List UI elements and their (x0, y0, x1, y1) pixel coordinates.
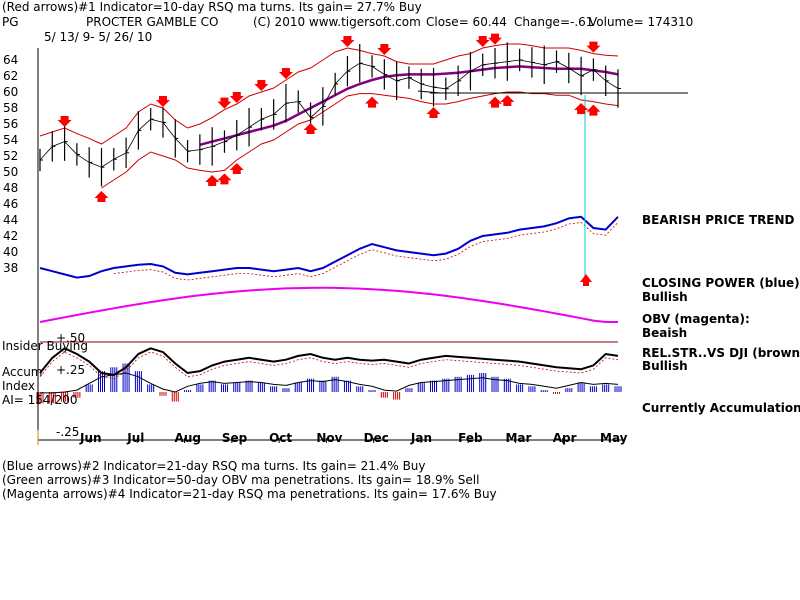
volume-value: Volume= 174310 (589, 15, 694, 29)
y-tick-label: 54 (3, 133, 19, 147)
x-month-label: Sep (221, 431, 248, 445)
red-down-arrow (488, 33, 503, 45)
red-down-arrow (340, 36, 355, 47)
y-tick-label: 46 (3, 197, 19, 211)
red-up-arrow (94, 191, 109, 202)
change-value: Change=-.61 (514, 15, 594, 29)
y-tick-label: 40 (3, 245, 19, 259)
red-up-arrow (365, 96, 380, 108)
x-month-label: Apr (552, 431, 577, 445)
company-name: PROCTER GAMBLE CO (86, 15, 219, 29)
obv-line (39, 286, 618, 323)
closing-power-title: CLOSING POWER (blue): (642, 276, 800, 290)
y-tick-label: 60 (3, 85, 19, 99)
x-month-label: Jul (127, 431, 145, 445)
indicator-1-description: (Red arrows)#1 Indicator=10-day RSQ ma t… (2, 0, 422, 14)
red-up-arrow (426, 107, 441, 118)
y-tick-label: 50 (3, 165, 19, 179)
red-down-arrow (586, 41, 601, 53)
y-tick-label: 58 (3, 101, 19, 115)
y-tick-label: 48 (3, 181, 19, 195)
closing-power-line (39, 215, 619, 279)
closing-power-up-arrow (580, 274, 592, 286)
red-down-arrow (278, 68, 293, 79)
y-tick-label: 64 (3, 53, 19, 67)
red-up-arrow (488, 96, 503, 108)
rel-strength-value: Bullish (642, 359, 688, 373)
red-up-arrow (303, 123, 318, 134)
ai-value: AI= 154/200 (2, 393, 78, 407)
minus-25-label: -.25 (56, 425, 80, 439)
red-down-arrow (229, 92, 244, 103)
indicator-2-description: (Blue arrows)#2 Indicator=21-day RSQ ma … (2, 459, 426, 473)
price-line (39, 59, 619, 168)
red-up-arrow (586, 104, 601, 116)
insider-buying-label: Insider Buying (2, 339, 88, 353)
x-month-label: May (600, 431, 628, 445)
accumulation-status: Currently Accumulation (642, 401, 800, 415)
x-month-label: Feb (458, 431, 483, 445)
red-up-arrow (500, 95, 515, 106)
red-down-arrow (217, 97, 232, 109)
red-down-arrow (377, 44, 392, 55)
close-value: Close= 60.44 (426, 15, 507, 29)
closing-power-value: Bullish (642, 290, 688, 304)
rel-strength-line (39, 347, 619, 376)
red-up-arrow (205, 175, 220, 186)
y-tick-label: 42 (3, 229, 19, 243)
copyright: (C) 2010 www.tigersoft.com (253, 15, 421, 29)
x-month-label: Jun (80, 431, 102, 445)
rel-strength-ma (39, 351, 619, 380)
x-month-label: Jan (410, 431, 433, 445)
price-trend-label: BEARISH PRICE TREND (642, 213, 795, 227)
index-label: Index (2, 379, 36, 393)
support-line-start (417, 90, 441, 94)
obv-title: OBV (magenta): (642, 312, 750, 326)
x-month-label: Dec (363, 431, 389, 445)
obv-value: Beaish (642, 326, 688, 340)
y-tick-label: 56 (3, 117, 19, 131)
ticker-symbol: PG (2, 15, 19, 29)
x-month-label: Nov (316, 431, 343, 445)
lower-band-line (101, 91, 619, 189)
accum-index-ma (40, 372, 619, 394)
upper-band-line (39, 43, 619, 145)
date-range: 5/ 13/ 9- 5/ 26/ 10 (44, 30, 153, 44)
y-tick-label: 52 (3, 149, 19, 163)
rel-strength-title: REL.STR..VS DJI (brown): (642, 346, 800, 360)
red-up-arrow (217, 173, 232, 185)
red-down-arrow (254, 80, 269, 91)
y-tick-label: 62 (3, 69, 19, 83)
red-down-arrow (155, 96, 170, 107)
indicator-4-description: (Magenta arrows)#4 Indicator=21-day RSQ … (2, 487, 497, 501)
red-up-arrow (229, 163, 244, 174)
accum-label: Accum (2, 365, 43, 379)
plus-25-label: +.25 (56, 363, 86, 377)
indicator-3-description: (Green arrows)#3 Indicator=50-day OBV ma… (2, 473, 480, 487)
x-month-label: Mar (505, 431, 532, 445)
y-tick-label: 44 (3, 213, 19, 227)
plus-50-label: +.50 (56, 331, 86, 345)
red-down-arrow (57, 116, 72, 127)
y-tick-label: 38 (3, 261, 19, 275)
red-up-arrow (574, 103, 589, 114)
closing-power-ma (113, 221, 619, 281)
x-month-label: Oct (269, 431, 293, 445)
red-down-arrow (475, 36, 490, 47)
x-month-label: Aug (174, 431, 201, 445)
